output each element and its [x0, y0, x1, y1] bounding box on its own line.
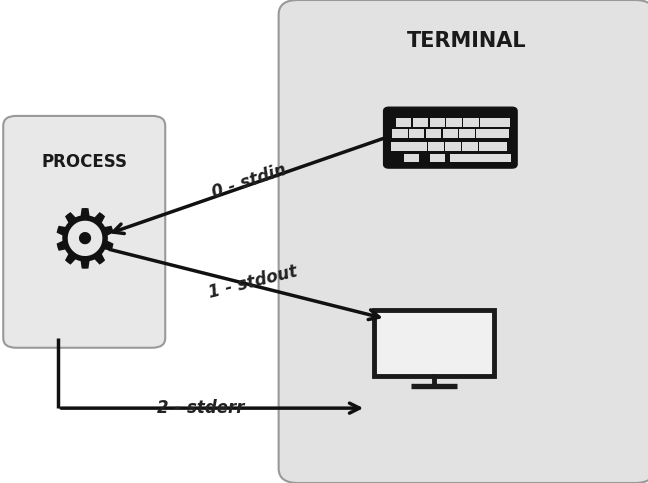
Text: ⚙: ⚙ — [48, 205, 121, 283]
FancyBboxPatch shape — [428, 142, 444, 151]
FancyBboxPatch shape — [3, 116, 165, 348]
FancyBboxPatch shape — [374, 310, 494, 376]
FancyBboxPatch shape — [496, 154, 511, 162]
FancyBboxPatch shape — [409, 129, 424, 138]
FancyBboxPatch shape — [391, 142, 412, 151]
FancyBboxPatch shape — [494, 118, 510, 127]
FancyBboxPatch shape — [392, 129, 408, 138]
FancyBboxPatch shape — [463, 118, 479, 127]
FancyBboxPatch shape — [430, 154, 445, 162]
FancyBboxPatch shape — [413, 118, 428, 127]
FancyBboxPatch shape — [462, 142, 478, 151]
FancyBboxPatch shape — [396, 118, 411, 127]
FancyBboxPatch shape — [479, 142, 494, 151]
FancyBboxPatch shape — [426, 129, 441, 138]
FancyBboxPatch shape — [443, 129, 458, 138]
FancyBboxPatch shape — [459, 129, 475, 138]
FancyBboxPatch shape — [488, 154, 503, 162]
FancyBboxPatch shape — [489, 129, 509, 138]
FancyBboxPatch shape — [480, 118, 496, 127]
Text: 0 - stdin: 0 - stdin — [210, 161, 289, 201]
FancyBboxPatch shape — [450, 154, 490, 162]
FancyBboxPatch shape — [476, 129, 492, 138]
FancyBboxPatch shape — [384, 107, 517, 168]
FancyBboxPatch shape — [430, 118, 445, 127]
FancyBboxPatch shape — [279, 0, 648, 483]
Text: TERMINAL: TERMINAL — [407, 31, 526, 51]
Text: PROCESS: PROCESS — [41, 153, 127, 171]
FancyBboxPatch shape — [491, 142, 507, 151]
FancyBboxPatch shape — [404, 154, 419, 162]
FancyBboxPatch shape — [445, 142, 461, 151]
FancyBboxPatch shape — [411, 142, 427, 151]
Text: 2 - stderr: 2 - stderr — [157, 399, 245, 417]
Text: 1 - stdout: 1 - stdout — [207, 263, 299, 302]
FancyBboxPatch shape — [446, 118, 462, 127]
